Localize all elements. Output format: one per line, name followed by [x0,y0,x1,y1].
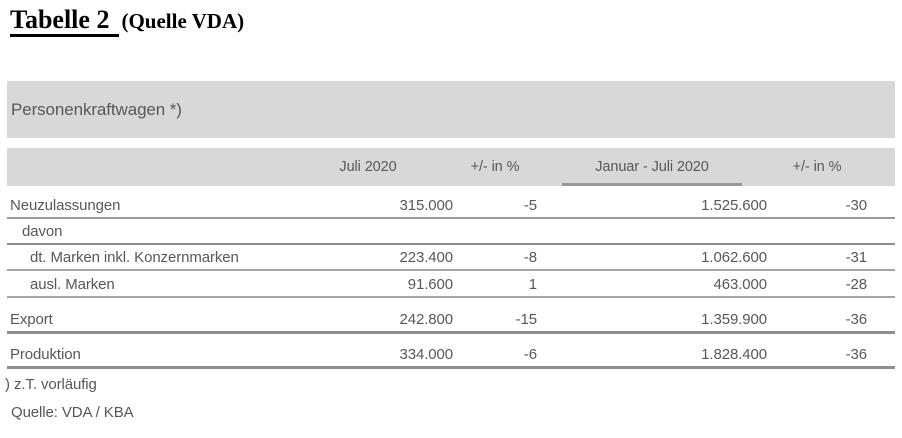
cell-value: 91.600 [407,276,453,293]
table-section-band: Personenkraftwagen *) [7,81,895,138]
column-header-januar-juli-2020-label: Januar - Juli 2020 [595,159,709,175]
cell-value [453,240,537,243]
cell-value: 1.525.600 [701,197,767,214]
row-label: ausl. Marken [30,276,115,293]
table-header-row: Juli 2020 +/- in % Januar - Juli 2020 +/… [7,148,895,186]
table-row: Neuzulassungen 315.000 -5 1.525.600 -30 [7,186,895,219]
cell-value: -5 [523,197,537,214]
column-header-juli-2020: Juli 2020 [339,159,397,175]
page-title-main: Tabelle 2 [10,6,120,38]
table-footnote: ) z.T. vorläufig [5,376,97,393]
row-label: Export [10,311,53,328]
column-header-pct-month: +/- in % [470,159,520,175]
cell-value: 223.400 [399,249,453,266]
cell-value: -31 [845,249,867,266]
cell-value: 1 [528,276,537,293]
page-title-suffix: (Quelle VDA) [121,9,245,33]
column-header-pct-ytd: +/- in % [792,159,842,175]
cell-value [283,240,453,243]
cell-value: -15 [515,311,537,328]
table-row: davon [7,219,895,245]
table-row: Export 242.800 -15 1.359.900 -36 [7,298,895,334]
cell-value: -30 [845,197,867,214]
cell-value: 1.359.900 [701,311,767,328]
header-underline [562,183,742,186]
column-header-januar-juli-2020: Januar - Juli 2020 [537,148,767,186]
row-label: dt. Marken inkl. Konzernmarken [30,249,239,266]
row-label: davon [22,223,63,240]
data-table: Personenkraftwagen *) Juli 2020 +/- in %… [7,81,895,369]
table-source: Quelle: VDA / KBA [11,404,134,421]
page-title: Tabelle 2 (Quelle VDA) [10,6,902,38]
section-title: Personenkraftwagen *) [11,99,182,119]
cell-value [767,240,867,243]
cell-value: 463.000 [713,276,767,293]
page: Tabelle 2 (Quelle VDA) Personenkraftwagen… [0,6,902,438]
cell-value: 242.800 [399,311,453,328]
cell-value: 1.062.600 [701,249,767,266]
cell-value: 315.000 [399,197,453,214]
cell-value: 334.000 [399,346,453,363]
table-row: ausl. Marken 91.600 1 463.000 -28 [7,271,895,298]
cell-value: -36 [845,346,867,363]
cell-value: -36 [845,311,867,328]
band-gap [7,138,895,148]
cell-value: -8 [523,249,537,266]
cell-value: -6 [523,346,537,363]
row-label: Produktion [10,346,81,363]
table-row: Produktion 334.000 -6 1.828.400 -36 [7,334,895,369]
cell-value: -28 [845,276,867,293]
table-row: dt. Marken inkl. Konzernmarken 223.400 -… [7,245,895,271]
cell-value: 1.828.400 [701,346,767,363]
cell-value [537,240,767,243]
row-label: Neuzulassungen [10,197,121,214]
